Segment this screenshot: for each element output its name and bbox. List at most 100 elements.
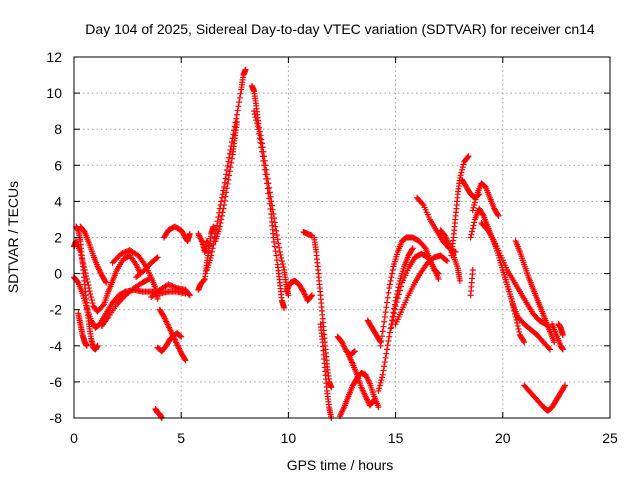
data-point-marker	[391, 306, 398, 313]
y-axis-label: SDTVAR / TECUs	[5, 181, 21, 293]
series-s19	[251, 108, 288, 311]
data-point-marker	[397, 283, 404, 290]
series-s27	[364, 317, 384, 346]
data-point-marker	[258, 144, 265, 151]
data-point-marker	[376, 382, 383, 389]
data-point-marker	[271, 239, 278, 246]
data-point-marker	[388, 324, 395, 331]
data-point-marker	[86, 288, 93, 295]
data-point-marker	[391, 310, 398, 317]
data-point-marker	[511, 307, 518, 314]
data-point-marker	[457, 172, 464, 179]
data-point-marker	[102, 278, 109, 285]
data-point-marker	[222, 175, 229, 182]
data-point-marker	[261, 162, 268, 169]
data-point-marker	[223, 167, 230, 174]
data-point-marker	[459, 164, 466, 171]
data-point-marker	[494, 211, 501, 218]
data-point-marker	[509, 301, 516, 308]
data-point-marker	[218, 198, 225, 205]
data-point-marker	[514, 319, 521, 326]
data-point-marker	[88, 297, 95, 304]
data-point-marker	[378, 337, 385, 344]
y-tick-label: 0	[54, 266, 62, 282]
data-point-marker	[236, 99, 243, 106]
data-point-marker	[258, 136, 265, 143]
y-tick-label: 12	[46, 49, 62, 65]
data-point-marker	[559, 346, 566, 353]
data-point-marker	[377, 379, 384, 386]
series-s42	[521, 382, 568, 414]
series-s04	[75, 310, 90, 349]
data-point-marker	[381, 359, 388, 366]
data-point-marker	[473, 193, 480, 200]
series-s16	[203, 66, 249, 273]
y-tick-label: 8	[54, 121, 62, 137]
x-tick-label: 0	[70, 430, 78, 446]
series-s08	[133, 254, 161, 281]
data-point-marker	[223, 189, 230, 196]
data-point-marker	[381, 313, 388, 320]
data-point-marker	[255, 126, 262, 133]
chart-title: Day 104 of 2025, Sidereal Day-to-day VTE…	[85, 21, 595, 37]
data-point-marker	[89, 300, 96, 307]
data-point-marker	[508, 295, 515, 302]
data-point-marker	[469, 207, 476, 214]
series-s34	[448, 153, 472, 259]
data-point-marker	[472, 196, 479, 203]
data-point-marker	[509, 298, 516, 305]
data-point-marker	[252, 114, 259, 121]
data-point-marker	[396, 287, 403, 294]
y-tick-label: -4	[50, 338, 63, 354]
data-point-marker	[208, 248, 215, 255]
data-point-marker	[221, 183, 228, 190]
data-point-marker	[419, 200, 426, 207]
data-point-marker	[389, 266, 396, 273]
series-s12	[154, 330, 185, 355]
data-point-marker	[467, 234, 474, 241]
y-tick-label: 2	[54, 230, 62, 246]
series-s15	[195, 230, 213, 255]
data-point-marker	[379, 371, 386, 378]
data-point-marker	[551, 339, 558, 346]
series-s41	[512, 238, 558, 346]
data-point-marker	[379, 328, 386, 335]
data-point-marker	[386, 329, 393, 336]
data-point-marker	[224, 180, 231, 187]
data-point-marker	[511, 310, 518, 317]
data-point-marker	[221, 197, 228, 204]
data-point-marker	[208, 252, 215, 259]
data-point-marker	[561, 383, 568, 390]
data-point-marker	[471, 202, 478, 209]
series-s13	[161, 223, 193, 245]
data-point-marker	[178, 333, 185, 340]
data-point-marker	[276, 248, 283, 255]
data-point-marker	[218, 194, 225, 201]
data-point-marker	[225, 176, 232, 183]
data-point-marker	[384, 342, 391, 349]
data-point-marker	[514, 322, 521, 329]
data-point-marker	[393, 299, 400, 306]
data-point-marker	[216, 223, 223, 230]
data-point-marker	[266, 195, 273, 202]
data-point-marker	[280, 263, 287, 270]
data-point-marker	[381, 318, 388, 325]
series-s33	[437, 227, 463, 284]
data-point-marker	[470, 222, 477, 229]
data-point-marker	[390, 313, 397, 320]
data-point-marker	[459, 166, 466, 173]
series-s24	[334, 333, 358, 358]
data-points	[71, 66, 568, 421]
data-point-marker	[253, 120, 260, 127]
data-point-marker	[510, 304, 517, 311]
data-point-marker	[94, 342, 101, 349]
data-point-marker	[251, 108, 258, 115]
data-point-marker	[228, 155, 235, 162]
data-point-marker	[209, 245, 216, 252]
data-point-marker	[237, 90, 244, 97]
data-point-marker	[223, 171, 230, 178]
x-tick-label: 20	[495, 430, 511, 446]
data-point-marker	[272, 223, 279, 230]
x-axis-label: GPS time / hours	[287, 457, 394, 473]
series-s23	[317, 321, 335, 421]
